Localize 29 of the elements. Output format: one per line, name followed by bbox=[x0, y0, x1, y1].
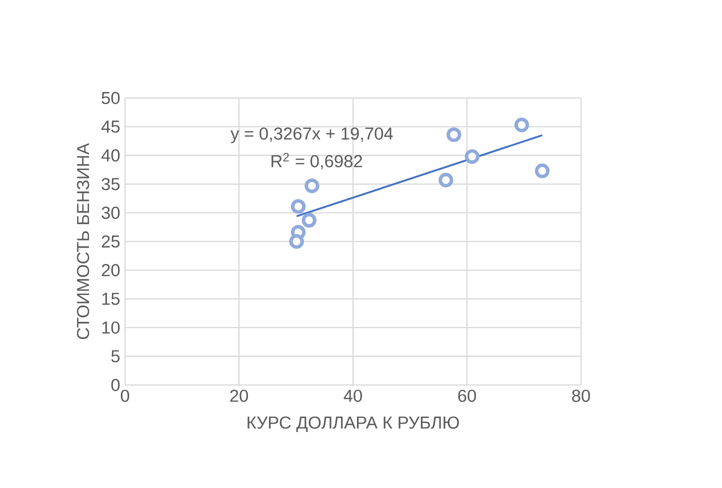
y-tick-label: 45 bbox=[101, 120, 120, 133]
x-tick-label: 20 bbox=[230, 390, 248, 402]
x-tick-label: 0 bbox=[120, 390, 130, 402]
x-tick-label: 60 bbox=[458, 390, 476, 402]
y-axis-title: СТОИМОСТЬ БЕНЗИНА bbox=[76, 143, 90, 340]
point bbox=[514, 118, 530, 132]
x-axis-title: КУРС ДОЛЛАРА К РУБЛЮ bbox=[248, 416, 459, 432]
x-tick-label: 40 bbox=[344, 390, 362, 402]
point bbox=[446, 127, 462, 142]
y-tick-label: 50 bbox=[102, 92, 120, 104]
point bbox=[438, 172, 454, 188]
point bbox=[302, 212, 316, 228]
y-tick-label: 40 bbox=[101, 149, 120, 162]
point bbox=[304, 178, 320, 194]
point bbox=[464, 149, 480, 164]
y-tick-label: 15 bbox=[102, 292, 120, 305]
point bbox=[534, 164, 550, 178]
y-tick-label: 10 bbox=[102, 321, 120, 334]
annotation: R$^{2}$ = 0,6982 bbox=[272, 152, 362, 170]
point bbox=[290, 199, 306, 214]
y-tick-label: 25 bbox=[102, 235, 120, 248]
annotation: y = 0,3267x + 19,704 bbox=[230, 127, 393, 144]
x-tick-label: 80 bbox=[572, 390, 590, 402]
y-tick-label: 5 bbox=[111, 350, 120, 362]
point bbox=[289, 234, 304, 249]
y-tick-label: 0 bbox=[111, 378, 120, 392]
y-tick-label: 35 bbox=[102, 178, 120, 190]
y-tick-label: 20 bbox=[102, 264, 120, 276]
y-tick-label: 30 bbox=[102, 206, 120, 219]
